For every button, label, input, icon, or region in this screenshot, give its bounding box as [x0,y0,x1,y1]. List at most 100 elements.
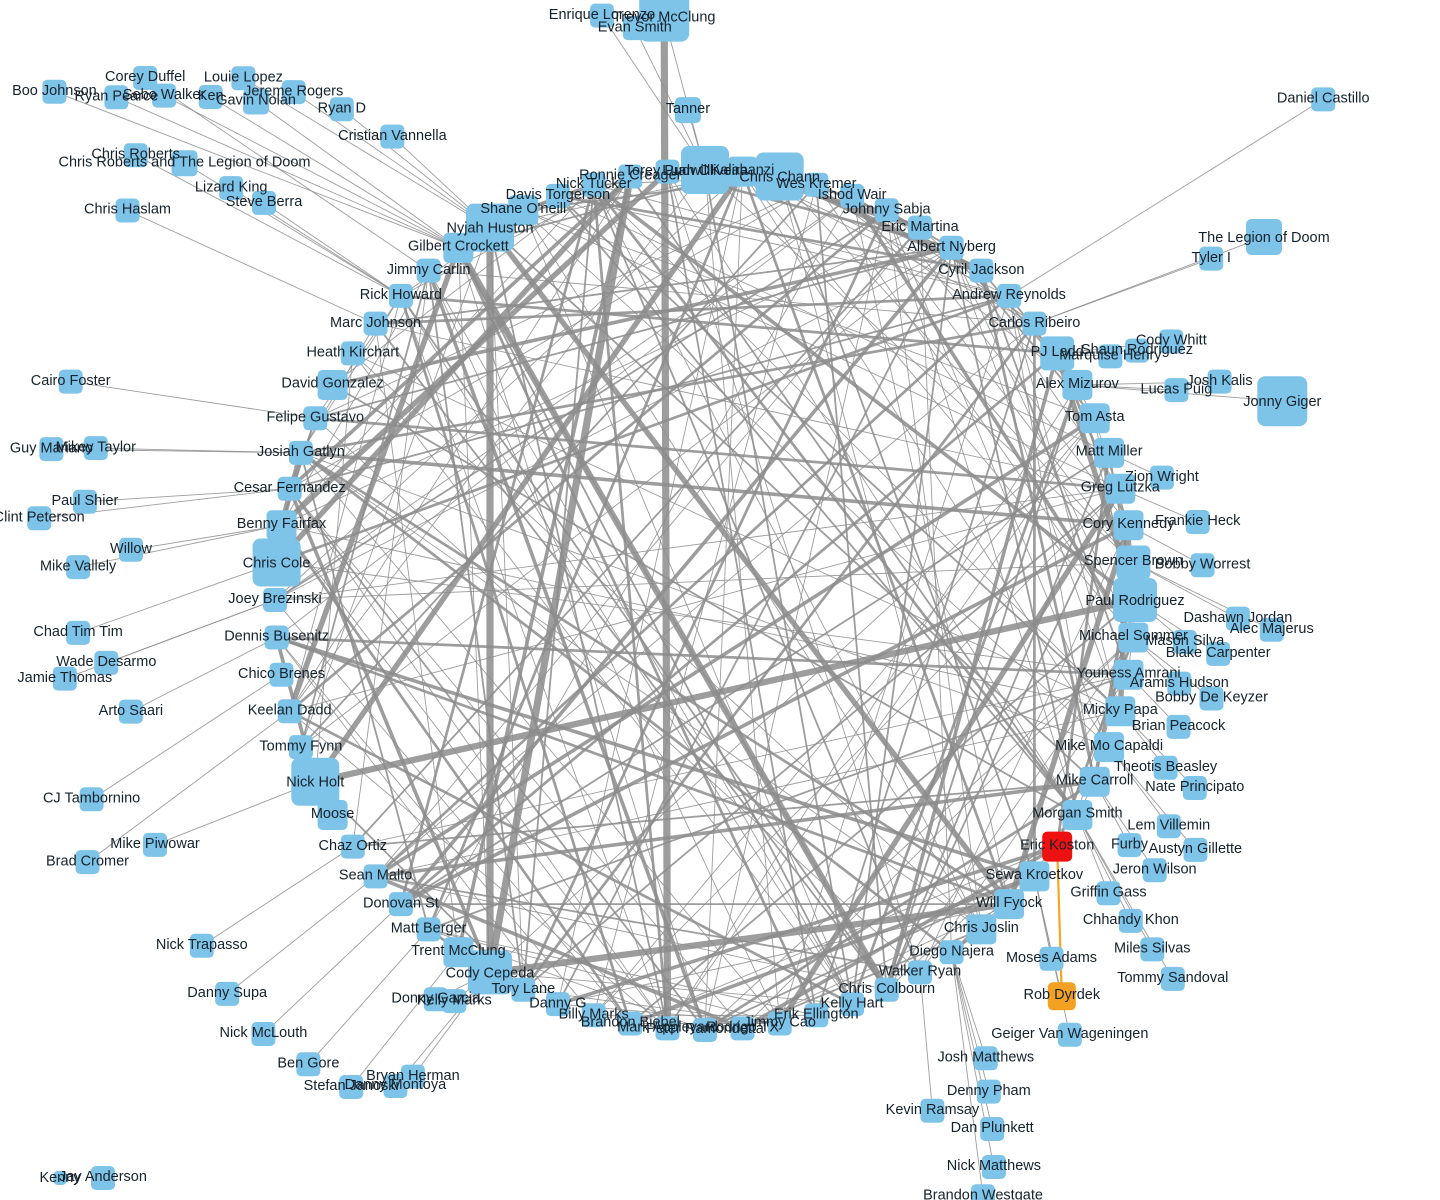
svg-text:Cyril Jackson: Cyril Jackson [938,262,1024,278]
svg-text:Danny Supa: Danny Supa [187,985,268,1001]
svg-text:Sewa Kroetkov: Sewa Kroetkov [986,867,1084,883]
svg-text:Diego Najera: Diego Najera [909,943,995,959]
svg-text:Tyler I: Tyler I [1191,250,1230,266]
svg-text:Aramis Hudson: Aramis Hudson [1130,675,1229,691]
svg-text:Cairo Foster: Cairo Foster [31,373,111,389]
svg-text:Nick Trapasso: Nick Trapasso [156,937,248,953]
svg-text:Sean Malto: Sean Malto [339,868,412,884]
svg-text:Nick McLouth: Nick McLouth [219,1025,307,1041]
svg-text:Zion Wright: Zion Wright [1125,469,1199,485]
svg-text:Marquise Henry: Marquise Henry [1059,348,1162,364]
svg-text:Nate Principato: Nate Principato [1145,779,1244,795]
svg-text:Jonny Giger: Jonny Giger [1243,394,1321,410]
svg-text:Alec Majerus: Alec Majerus [1230,621,1314,637]
svg-text:Rob Dyrdek: Rob Dyrdek [1024,987,1101,1003]
svg-text:Trent McClung: Trent McClung [411,943,506,959]
svg-text:Lizard King: Lizard King [195,179,268,195]
svg-text:Kevin Ramsay: Kevin Ramsay [886,1102,980,1118]
svg-text:Bobby Worrest: Bobby Worrest [1155,556,1251,572]
svg-text:Louie Lopez: Louie Lopez [204,70,283,86]
svg-text:Austyn Gillette: Austyn Gillette [1149,841,1243,857]
svg-text:Mikey Taylor: Mikey Taylor [56,439,136,455]
svg-text:Cody Cepeda: Cody Cepeda [446,965,536,981]
svg-text:Felipe Gustavo: Felipe Gustavo [267,410,365,426]
svg-text:Moses Adams: Moses Adams [1006,950,1097,966]
svg-text:Torey Pudwill: Torey Pudwill [625,163,710,179]
svg-text:Daniel Castillo: Daniel Castillo [1277,91,1370,107]
svg-text:Walker Ryan: Walker Ryan [879,964,961,980]
svg-text:CJ Tambornino: CJ Tambornino [43,791,140,807]
svg-text:Jamie Thomas: Jamie Thomas [17,670,112,686]
svg-text:Willow: Willow [110,541,152,557]
svg-text:Clint Peterson: Clint Peterson [0,510,85,526]
svg-text:Will Fyock: Will Fyock [976,895,1043,911]
svg-text:Matt Berger: Matt Berger [391,921,467,937]
svg-text:Chris Roberts: Chris Roberts [91,146,180,162]
svg-text:Alex Mizurov: Alex Mizurov [1036,376,1120,392]
svg-text:Joey Brezinski: Joey Brezinski [228,591,321,607]
svg-text:David Gonzalez: David Gonzalez [281,376,383,392]
svg-text:Tommy Fynn: Tommy Fynn [259,738,342,754]
svg-text:Matt Miller: Matt Miller [1076,444,1143,460]
svg-text:Tommy Sandoval: Tommy Sandoval [1117,970,1228,986]
svg-text:Ryan D: Ryan D [318,100,366,116]
svg-text:Albert Nyberg: Albert Nyberg [907,239,996,255]
svg-text:Denny Pham: Denny Pham [947,1083,1031,1099]
svg-text:Carlos Ribeiro: Carlos Ribeiro [988,315,1080,331]
svg-text:Miles Silvas: Miles Silvas [1114,941,1191,957]
svg-text:Brian Peacock: Brian Peacock [1132,718,1226,734]
svg-text:Bobby De Keyzer: Bobby De Keyzer [1155,690,1268,706]
svg-text:Moose: Moose [311,806,355,822]
svg-text:Nick Matthews: Nick Matthews [947,1158,1041,1174]
svg-text:Corey Duffel: Corey Duffel [105,69,185,85]
svg-text:Brandon Westgate: Brandon Westgate [923,1188,1043,1200]
svg-text:Andrew Reynolds: Andrew Reynolds [952,287,1066,303]
svg-text:Keelan Dadd: Keelan Dadd [248,703,332,719]
svg-text:The Legion of Doom: The Legion of Doom [1198,230,1329,246]
svg-text:Chris Haslam: Chris Haslam [84,202,171,218]
svg-text:Eric Martina: Eric Martina [881,219,959,235]
svg-text:Chris Joslin: Chris Joslin [944,920,1019,936]
svg-text:Mike Vallely: Mike Vallely [40,558,117,574]
svg-text:Nyjah Huston: Nyjah Huston [446,221,533,237]
svg-text:Tom Asta: Tom Asta [1065,409,1126,425]
svg-text:Gilbert Crockett: Gilbert Crockett [408,239,509,255]
svg-text:Frankie Heck: Frankie Heck [1155,513,1241,529]
svg-text:Chaz Ortiz: Chaz Ortiz [319,838,388,854]
svg-text:Nick Holt: Nick Holt [286,775,344,791]
svg-text:Marc Johnson: Marc Johnson [330,315,421,331]
svg-text:Josh Matthews: Josh Matthews [937,1050,1034,1066]
svg-text:Micky Papa: Micky Papa [1083,702,1159,718]
svg-text:Furby: Furby [1111,836,1149,852]
svg-text:Lem Villemin: Lem Villemin [1127,817,1210,833]
svg-text:Brad Cromer: Brad Cromer [46,853,129,869]
svg-text:Paul Rodriguez: Paul Rodriguez [1085,593,1184,609]
svg-text:Morgan Smith: Morgan Smith [1032,806,1122,822]
svg-text:Ben Gore: Ben Gore [277,1056,339,1072]
svg-text:Benny Fairfax: Benny Fairfax [237,516,327,532]
svg-text:Wade Desarmo: Wade Desarmo [56,654,156,670]
svg-text:Boo Johnson: Boo Johnson [12,83,97,99]
svg-text:Chris Cole: Chris Cole [243,556,311,572]
svg-text:Mike Piwowar: Mike Piwowar [110,836,200,852]
svg-text:Rick Howard: Rick Howard [360,287,442,303]
svg-text:Tory Lane: Tory Lane [491,981,555,997]
svg-text:Paul Shier: Paul Shier [51,493,118,509]
svg-text:Arto Saari: Arto Saari [99,703,163,719]
svg-text:Danny G: Danny G [529,995,586,1011]
svg-text:Griffin Gass: Griffin Gass [1070,884,1146,900]
svg-text:Danny Montoya: Danny Montoya [345,1077,447,1093]
svg-text:Cristian Vannella: Cristian Vannella [338,128,447,144]
svg-text:Enrique Lorenzo: Enrique Lorenzo [549,7,655,23]
svg-text:Mason Silva: Mason Silva [1145,633,1225,649]
svg-text:Josiah Gatlyn: Josiah Gatlyn [257,444,345,460]
svg-text:Steve Berra: Steve Berra [226,194,303,210]
svg-text:Donovan St: Donovan St [363,895,439,911]
svg-text:Chad Tim Tim: Chad Tim Tim [33,624,122,640]
svg-text:Donny Garcia: Donny Garcia [391,991,481,1007]
svg-text:Dennis Busenitz: Dennis Busenitz [224,629,329,645]
svg-text:Shane O'neill: Shane O'neill [480,201,566,217]
svg-text:Tanner: Tanner [666,101,711,117]
svg-text:Theotis Beasley: Theotis Beasley [1114,759,1218,775]
svg-text:Jimmy Carlin: Jimmy Carlin [387,262,471,278]
